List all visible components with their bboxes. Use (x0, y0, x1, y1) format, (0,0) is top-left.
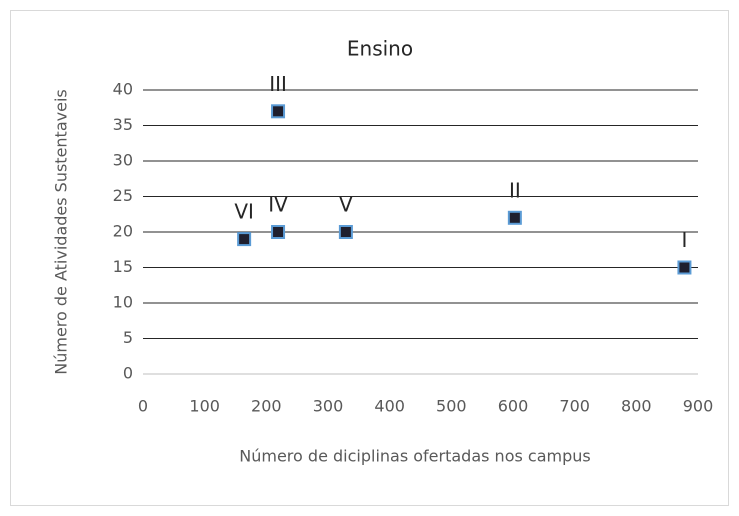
point-label: V (339, 193, 353, 217)
y-tick-label: 10 (113, 293, 133, 312)
point (677, 260, 692, 275)
chart-frame (10, 10, 729, 506)
y-axis-title: Número de Atividades Sustentaveis (52, 89, 71, 374)
point (507, 210, 522, 225)
x-tick-label: 0 (138, 397, 148, 416)
point (338, 225, 353, 239)
x-tick-label: 500 (436, 397, 467, 416)
x-tick-label: 800 (621, 397, 652, 416)
point-label: VI (234, 200, 254, 224)
point-label: II (509, 178, 521, 202)
point-label: III (269, 72, 287, 96)
point (237, 232, 252, 247)
y-tick-label: 35 (113, 115, 133, 134)
x-tick-label: 300 (313, 397, 344, 416)
y-tick-label: 15 (113, 257, 133, 276)
y-tick-label: 40 (113, 80, 133, 99)
x-tick-label: 100 (189, 397, 220, 416)
x-tick-label: 700 (559, 397, 590, 416)
y-tick-label: 25 (113, 186, 133, 205)
x-tick-label: 400 (374, 397, 405, 416)
x-axis-title: Número de diciplinas ofertadas nos campu… (239, 447, 590, 466)
x-tick-label: 600 (498, 397, 529, 416)
point-label: I (681, 228, 687, 252)
x-tick-label: 200 (251, 397, 282, 416)
y-tick-label: 20 (113, 222, 133, 241)
point (271, 225, 286, 239)
chart-title: Ensino (347, 37, 413, 61)
point (271, 104, 286, 119)
y-tick-label: 30 (113, 151, 133, 170)
y-tick-label: 0 (123, 364, 133, 383)
x-tick-label: 900 (683, 397, 714, 416)
point-label: IV (268, 193, 288, 217)
y-tick-label: 5 (123, 328, 133, 347)
